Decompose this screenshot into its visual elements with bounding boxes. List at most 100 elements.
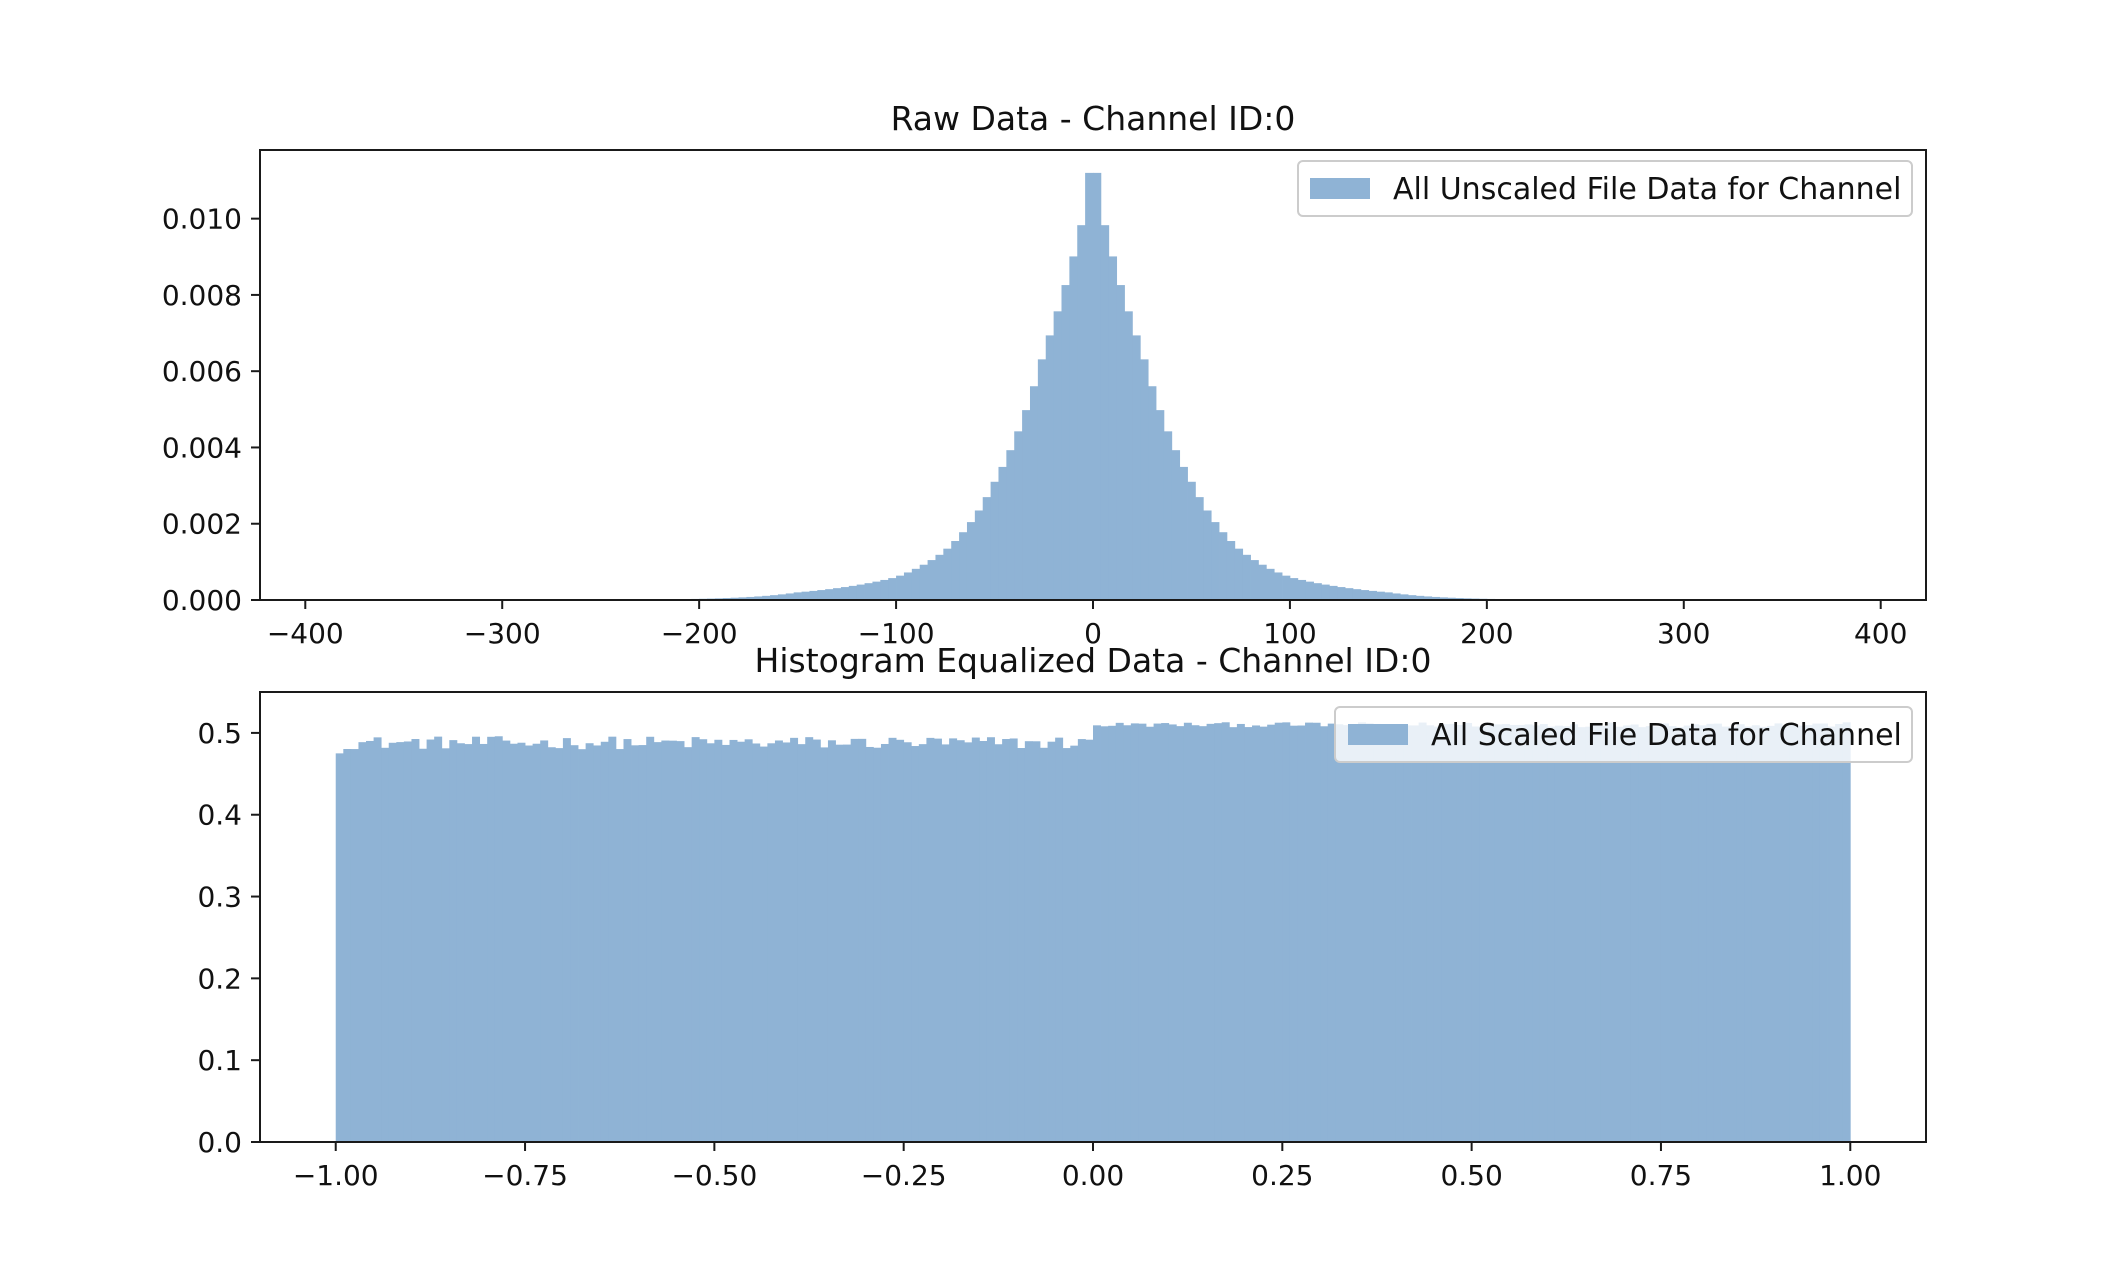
equalized-data-bar (1335, 724, 1344, 1142)
raw-data-y-tick-label: 0.010 (162, 203, 242, 236)
equalized-data-bar (926, 737, 935, 1142)
equalized-data-bar (562, 738, 571, 1142)
equalized-data-legend: All Scaled File Data for Channel (1334, 706, 1913, 763)
raw-data-bar (974, 510, 984, 600)
equalized-data-bar (525, 745, 534, 1142)
equalized-data-bar (1373, 723, 1382, 1142)
equalized-data-bar (456, 743, 465, 1142)
equalized-data-bar (1002, 739, 1011, 1142)
equalized-data-bar (1766, 725, 1775, 1142)
equalized-data-bar (1017, 748, 1026, 1142)
raw-data-bars (305, 172, 1882, 601)
equalized-data-bar (1433, 726, 1442, 1142)
equalized-data-bar (1259, 726, 1268, 1142)
raw-data-legend-box (1297, 160, 1913, 217)
equalized-data-bar (1570, 724, 1579, 1142)
raw-data-bar (1022, 410, 1031, 600)
equalized-data-bar (388, 742, 397, 1142)
equalized-data-bar (1206, 723, 1215, 1142)
raw-data-legend: All Unscaled File Data for Channel (1297, 160, 1913, 217)
equalized-data-bar (373, 737, 382, 1142)
raw-data-bar (1085, 172, 1094, 601)
equalized-data-bar (1676, 727, 1685, 1142)
raw-data-bar (1447, 597, 1456, 600)
equalized-data-bar (1509, 724, 1518, 1142)
equalized-data-bar (517, 742, 526, 1142)
raw-data-x-tick-label: 400 (1854, 617, 1907, 650)
raw-data-bar (1053, 311, 1062, 600)
raw-data-bar (1289, 578, 1299, 600)
equalized-data-bar (335, 753, 344, 1142)
equalized-data-bar (532, 743, 541, 1142)
equalized-data-chart-title: Histogram Equalized Data - Channel ID:0 (755, 641, 1432, 680)
raw-data-bar (762, 595, 771, 600)
raw-data-bar (903, 572, 913, 600)
equalized-data-y-tick-label: 0.5 (197, 717, 242, 750)
equalized-data-y-tick-label: 0.1 (197, 1044, 242, 1077)
equalized-data-bar (1100, 726, 1109, 1142)
equalized-data-bar (949, 738, 958, 1142)
equalized-data-bar (1214, 723, 1223, 1142)
equalized-data-bar (1085, 739, 1094, 1142)
equalized-data-bar (1827, 726, 1836, 1142)
equalized-data-bar (1494, 724, 1503, 1142)
equalized-data-bar (1630, 724, 1639, 1142)
raw-data-bar (896, 575, 905, 600)
raw-data-bar (1250, 560, 1259, 600)
equalized-data-bar (1418, 722, 1427, 1142)
raw-data-bar (1069, 256, 1078, 600)
raw-data-bar (754, 596, 763, 600)
raw-data-bar (911, 568, 921, 600)
equalized-data-bar (676, 741, 685, 1142)
equalized-data-bar (1176, 726, 1185, 1142)
equalized-data-bar (1342, 725, 1351, 1142)
equalized-data-bar (1305, 722, 1314, 1142)
equalized-data-bar (1668, 726, 1677, 1142)
equalized-data-bar (1161, 723, 1170, 1142)
raw-data-bar (1321, 584, 1330, 600)
raw-data-bar (1423, 596, 1433, 600)
equalized-data-bar (1600, 725, 1609, 1142)
raw-data-y-tick-label: 0.000 (162, 584, 242, 617)
raw-data-bar (1258, 564, 1267, 600)
equalized-data-bar (1108, 725, 1117, 1142)
raw-data-bar (1305, 581, 1314, 600)
raw-data-bar (1195, 497, 1204, 600)
raw-data-bar (1415, 595, 1425, 600)
equalized-data-bar (381, 747, 390, 1142)
equalized-data-bar (509, 743, 518, 1142)
equalized-data-bar (1380, 724, 1389, 1142)
equalized-data-bar (858, 738, 867, 1142)
raw-data-x-axis: −400 −300 −200 −100 0 100 200 300 400 (267, 600, 1907, 650)
equalized-data-bar (472, 736, 481, 1142)
equalized-data-bar (1123, 725, 1132, 1142)
equalized-data-bar (1009, 738, 1018, 1142)
raw-data-bar (801, 591, 810, 600)
equalized-data-bar (411, 739, 420, 1142)
equalized-data-bar (1146, 726, 1154, 1142)
equalized-data-x-tick-label: 1.00 (1819, 1159, 1881, 1192)
raw-data-bar (998, 466, 1007, 600)
equalized-data-bar (615, 749, 624, 1142)
equalized-data-bar (578, 749, 587, 1142)
equalized-data-histogram-axes: Histogram Equalized Data - Channel ID:0 … (197, 641, 1927, 1192)
equalized-data-bar (971, 737, 980, 1142)
equalized-data-bar (797, 744, 806, 1142)
equalized-data-bar (790, 737, 799, 1142)
equalized-data-bar (964, 742, 973, 1142)
raw-data-bar (880, 579, 889, 600)
raw-data-bar (1140, 359, 1149, 600)
raw-data-x-tick-label: −300 (464, 617, 541, 650)
equalized-data-bar (1229, 727, 1238, 1142)
equalized-data-bar (1698, 725, 1707, 1142)
equalized-data-bar (699, 739, 708, 1142)
equalized-data-bar (729, 739, 738, 1142)
raw-data-bar (1132, 335, 1141, 600)
raw-data-bar (817, 590, 826, 600)
raw-data-bar (951, 541, 960, 600)
equalized-data-bar (1358, 722, 1367, 1142)
raw-data-bar (1297, 579, 1307, 600)
raw-data-bar (809, 590, 818, 600)
equalized-data-bar (1713, 723, 1722, 1142)
